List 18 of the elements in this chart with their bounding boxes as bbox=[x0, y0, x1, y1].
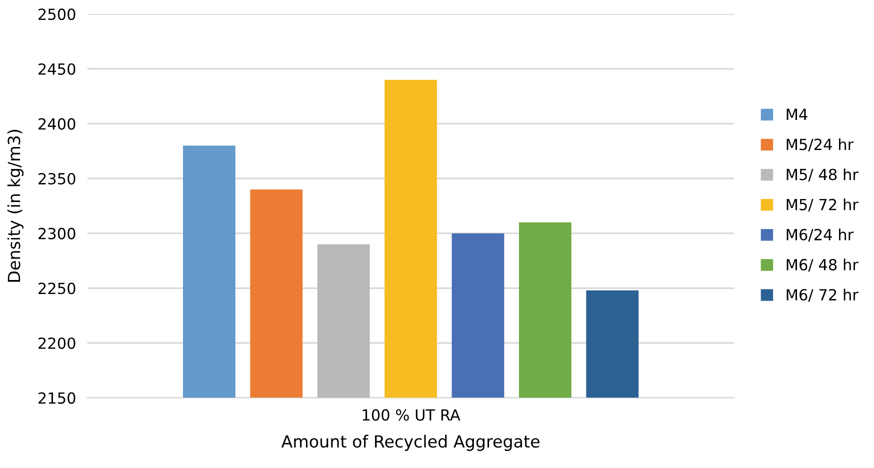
legend-label: M5/24 hr bbox=[786, 138, 854, 152]
y-tick-label: 2250 bbox=[38, 282, 76, 294]
legend-label: M4 bbox=[786, 108, 808, 120]
y-tick-label: 2150 bbox=[38, 392, 76, 404]
y-tick-label: 2500 bbox=[38, 8, 76, 20]
legend-label: M6/ 72 hr bbox=[786, 288, 858, 302]
y-tick-label: 2200 bbox=[38, 337, 76, 349]
legend-label: M5/ 48 hr bbox=[786, 168, 858, 182]
y-tick-label: 2350 bbox=[38, 172, 76, 185]
legend-label: M6/24 hr bbox=[786, 228, 854, 242]
y-tick-label: 2450 bbox=[38, 63, 76, 75]
legend-label: M5/ 72 hr bbox=[786, 198, 858, 212]
y-tick-label: 2300 bbox=[38, 228, 76, 240]
x-tick-label: 100 % UT RA bbox=[362, 409, 460, 421]
y-tick-label: 2400 bbox=[38, 118, 76, 130]
legend-label: M6/ 48 hr bbox=[786, 258, 858, 272]
y-axis-title: Density (in kg/m3) bbox=[7, 130, 24, 282]
x-axis-title: Amount of Recycled Aggregate bbox=[281, 434, 540, 451]
